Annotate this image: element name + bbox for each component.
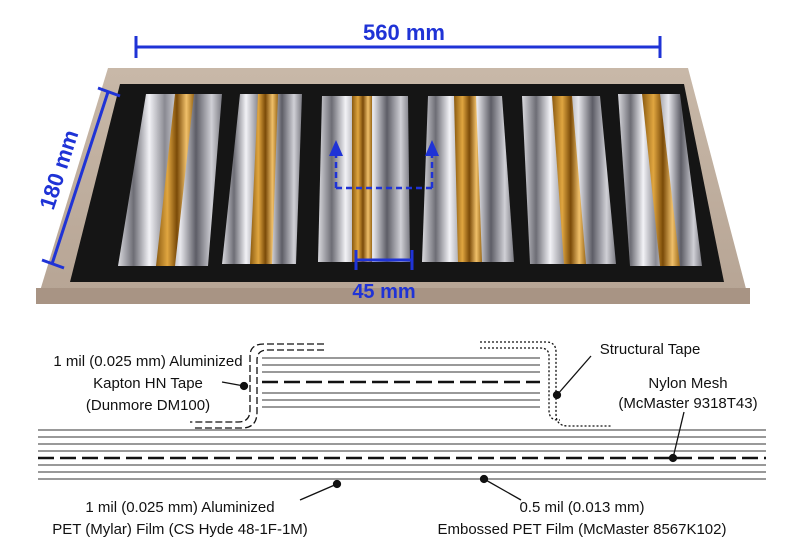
mylar-label-line1: 1 mil (0.025 mm) Aluminized	[85, 499, 274, 516]
panel-kapton-strip	[552, 96, 586, 264]
nylon-leader	[672, 411, 685, 459]
gap-dimension-label: 45 mm	[352, 281, 415, 303]
nylon-label-line2: (McMaster 9318T43)	[618, 395, 757, 412]
kapton-label-line2: Kapton HN Tape	[93, 375, 203, 392]
embossed-leader	[483, 478, 522, 501]
mylar-leader-dot	[332, 479, 342, 489]
structural-tape-inner	[480, 347, 560, 421]
upper-stack	[262, 357, 540, 408]
leaders	[221, 355, 685, 501]
height-dimension-tick-top	[97, 86, 121, 98]
panel	[422, 96, 514, 262]
panel-kapton-strip	[642, 94, 680, 266]
kapton-tape-inner	[192, 349, 324, 429]
kapton-tape-outer	[190, 343, 324, 423]
photo: 560 mm 180 mm 45 mm	[32, 14, 766, 314]
panel-kapton-strip	[250, 94, 278, 264]
arrow-up-right-icon	[425, 140, 439, 156]
board-front-edge	[36, 288, 750, 304]
structural-tape	[480, 341, 612, 427]
structural-tape-label: Structural Tape	[600, 341, 701, 358]
kapton-label-line3: (Dunmore DM100)	[86, 397, 210, 414]
panel	[522, 96, 616, 264]
mylar-leader	[299, 483, 338, 501]
width-dimension	[134, 36, 662, 58]
panel	[222, 94, 302, 264]
panel-kapton-strip	[352, 96, 372, 262]
panels	[118, 94, 702, 266]
embossed-label-line2: Embossed PET Film (McMaster 8567K102)	[438, 521, 727, 538]
flow-arrows	[334, 152, 434, 190]
gap-dimension	[354, 250, 414, 270]
height-dimension	[41, 86, 121, 270]
panel-kapton-strip	[454, 96, 482, 262]
structural-tape-outer	[480, 341, 612, 427]
structural-leader	[556, 355, 592, 396]
arrow-up-left-icon	[329, 140, 343, 156]
nylon-label-line1: Nylon Mesh	[648, 375, 727, 392]
panel	[618, 94, 702, 266]
panel	[118, 94, 222, 266]
height-dimension-line	[50, 91, 110, 265]
height-dimension-tick-bottom	[41, 258, 65, 270]
layer-diagram: 1 mil (0.025 mm) Aluminized Kapton HN Ta…	[38, 341, 766, 538]
kapton-label-line1: 1 mil (0.025 mm) Aluminized	[53, 353, 242, 370]
panel-kapton-strip	[156, 94, 194, 266]
kapton-leader-dot	[239, 381, 249, 391]
base-stack	[38, 429, 766, 480]
embossed-label-line1: 0.5 mil (0.013 mm)	[519, 499, 644, 516]
mylar-label-line2: PET (Mylar) Film (CS Hyde 48-1F-1M)	[52, 521, 308, 538]
kapton-tape-wrap	[190, 343, 324, 429]
structural-leader-dot	[552, 390, 562, 400]
nylon-leader-dot	[668, 453, 678, 463]
panel	[318, 96, 410, 262]
width-dimension-label: 560 mm	[363, 20, 445, 45]
embossed-leader-dot	[479, 474, 489, 484]
